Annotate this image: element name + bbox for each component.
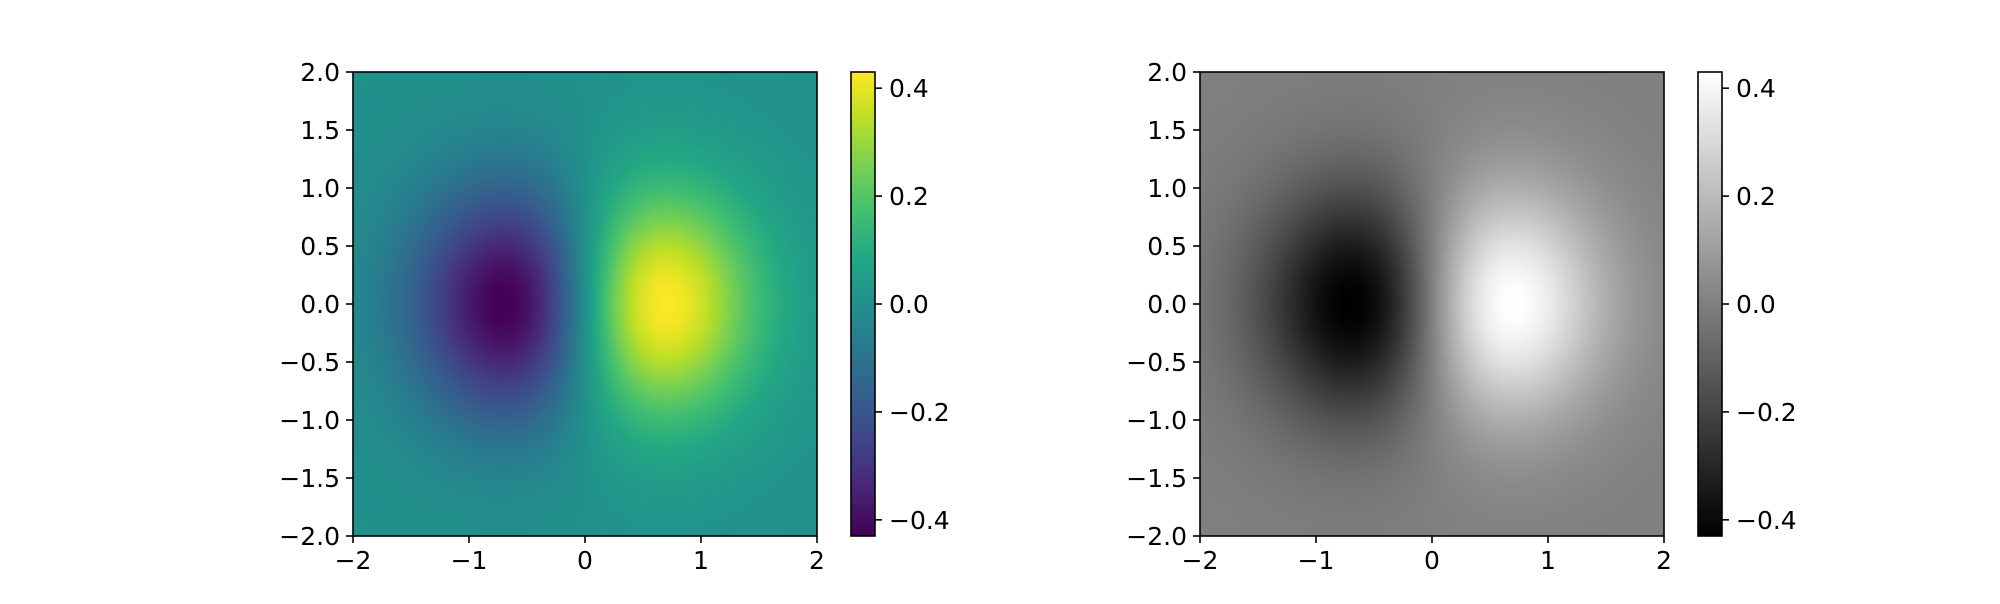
colorbar-tick-label: −0.2 (1736, 398, 1797, 427)
panel-viridis: −2 −1 0 1 2 2.0 1.5 1.0 0.5 0.0 −0.5 −1.0 −1.5 −2.0 0.… (279, 58, 949, 575)
heatmap-image (353, 72, 817, 536)
colorbar-tick-label: −0.4 (889, 506, 950, 535)
y-tick-label: −1.0 (1126, 406, 1187, 435)
y-tick-label: 0.0 (1147, 290, 1187, 319)
x-tick-label: −1 (1298, 546, 1335, 575)
colorbar-gradient (851, 72, 875, 536)
y-tick-label: 1.5 (300, 116, 340, 145)
x-tick-label: 2 (1656, 546, 1672, 575)
heatmap-image (1200, 72, 1664, 536)
y-tick-label: 1.0 (300, 174, 340, 203)
x-tick-label: −2 (1182, 546, 1219, 575)
y-tick-label: −2.0 (1126, 522, 1187, 551)
colorbar-tick-label: 0.4 (1736, 74, 1776, 103)
y-tick-label: −0.5 (279, 348, 340, 377)
x-tick-label: 1 (693, 546, 709, 575)
x-tick-label: −1 (451, 546, 488, 575)
y-tick-label: −1.0 (279, 406, 340, 435)
colorbar-tick-label: 0.2 (1736, 182, 1776, 211)
y-tick-label: 2.0 (1147, 58, 1187, 87)
x-tick-label: 0 (577, 546, 593, 575)
x-tick-label: −2 (335, 546, 372, 575)
y-tick-label: −0.5 (1126, 348, 1187, 377)
y-tick-label: 1.5 (1147, 116, 1187, 145)
colorbar-tick-label: 0.0 (1736, 290, 1776, 319)
x-tick-label: 0 (1424, 546, 1440, 575)
panel-gray: −2 −1 0 1 2 2.0 1.5 1.0 0.5 0.0 −0.5 −1.0 −1.5 −2.0 0.… (1126, 58, 1796, 575)
colorbar-gradient (1698, 72, 1722, 536)
y-tick-label: −2.0 (279, 522, 340, 551)
y-tick-label: 0.5 (1147, 232, 1187, 261)
y-tick-label: −1.5 (279, 464, 340, 493)
colorbar-tick-label: −0.4 (1736, 506, 1797, 535)
y-tick-label: 2.0 (300, 58, 340, 87)
x-tick-label: 2 (809, 546, 825, 575)
x-tick-label: 1 (1540, 546, 1556, 575)
colorbar-tick-label: 0.4 (889, 74, 929, 103)
y-tick-label: 0.0 (300, 290, 340, 319)
y-tick-label: −1.5 (1126, 464, 1187, 493)
colorbar-tick-label: −0.2 (889, 398, 950, 427)
y-tick-label: 1.0 (1147, 174, 1187, 203)
colorbar-tick-label: 0.0 (889, 290, 929, 319)
y-tick-label: 0.5 (300, 232, 340, 261)
colorbar-tick-label: 0.2 (889, 182, 929, 211)
